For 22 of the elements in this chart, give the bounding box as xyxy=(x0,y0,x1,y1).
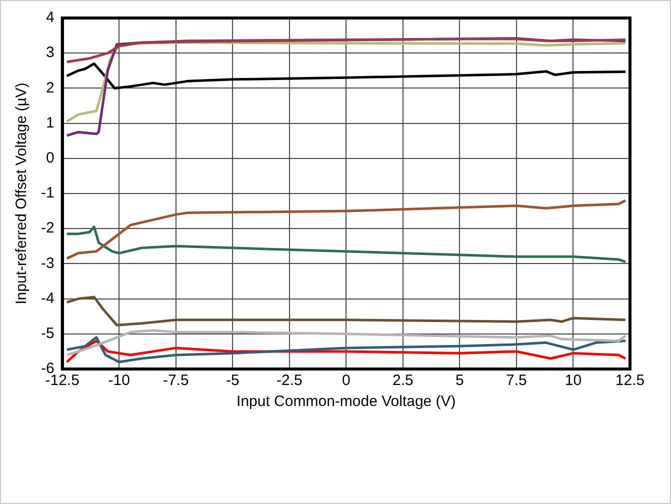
y-tick-label: 1 xyxy=(46,114,54,132)
y-axis-title: Input-referred Offset Voltage (µV) xyxy=(13,82,30,304)
x-tick-label: -7.5 xyxy=(162,372,189,390)
y-tick-label: -3 xyxy=(40,254,54,272)
x-tick-label: 7.5 xyxy=(506,372,527,390)
x-tick-label: 10 xyxy=(564,372,582,390)
y-tick-label: -5 xyxy=(40,325,54,342)
y-tick-label: -4 xyxy=(40,290,54,307)
y-tick-label: 2 xyxy=(46,79,54,96)
x-tick-label: 12.5 xyxy=(615,372,645,390)
x-tick-label: -5 xyxy=(226,372,240,390)
y-tick-label: 0 xyxy=(46,150,54,167)
x-tick-label: 0 xyxy=(342,372,350,390)
y-tick-label: 3 xyxy=(46,44,54,62)
x-tick-label: 5 xyxy=(456,372,464,390)
x-tick-label: 2.5 xyxy=(392,372,414,390)
y-tick-label: -2 xyxy=(40,220,54,237)
x-tick-label: -2.5 xyxy=(276,372,302,390)
y-tick-label: -1 xyxy=(40,184,54,202)
x-axis-title: Input Common-mode Voltage (V) xyxy=(236,393,456,410)
y-tick-label: 4 xyxy=(46,9,54,26)
x-tick-label: -10 xyxy=(108,372,130,390)
